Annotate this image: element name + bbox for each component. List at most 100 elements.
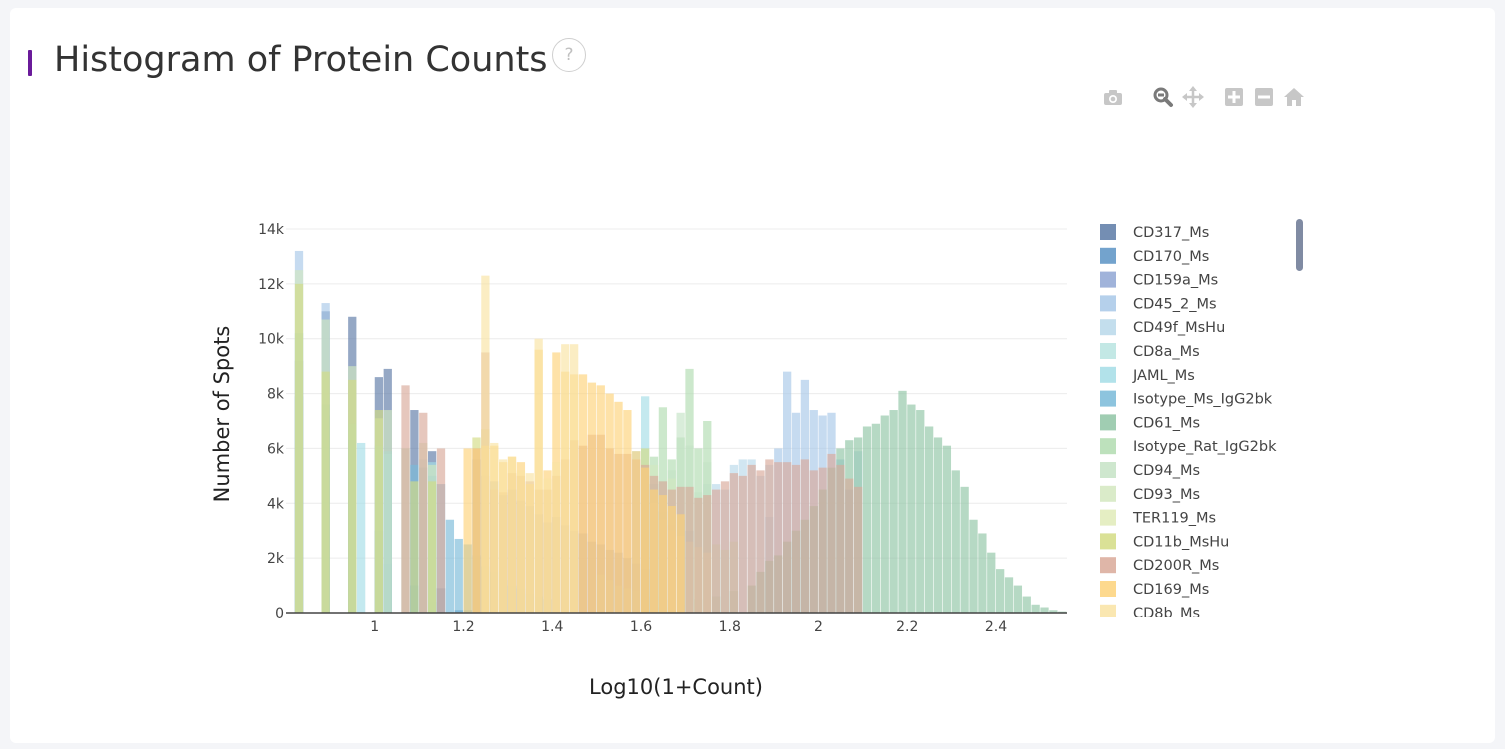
histogram-bar	[916, 410, 924, 613]
legend: CD317_Ms CD170_Ms CD159a_Ms CD45_2_Ms CD49f_…	[1100, 224, 1277, 622]
histogram-bar	[898, 391, 906, 613]
x-tick-label: 1	[370, 619, 379, 635]
y-tick-label: 10k	[258, 332, 285, 348]
legend-item-label[interactable]: CD61_Ms	[1133, 415, 1200, 431]
y-tick-label: 8k	[267, 387, 285, 403]
histogram-bar	[996, 569, 1004, 613]
legend-item-label[interactable]: CD159a_Ms	[1133, 273, 1218, 289]
legend-swatch[interactable]	[1100, 414, 1116, 430]
legend-item-label[interactable]: CD8b_Ms	[1133, 606, 1200, 622]
x-tick-label: 1.4	[541, 619, 563, 635]
legend-swatch[interactable]	[1100, 367, 1116, 383]
histogram-bar	[677, 514, 685, 613]
legend-item-label[interactable]: CD8a_Ms	[1133, 344, 1200, 360]
histogram-bar	[827, 454, 835, 613]
histogram-bar	[1014, 586, 1022, 613]
histogram-bar	[535, 339, 543, 613]
legend-item-label[interactable]: CD200R_Ms	[1133, 558, 1219, 574]
histogram-bar	[1023, 597, 1031, 613]
histogram-bar	[694, 498, 702, 613]
y-tick-label: 0	[275, 606, 284, 622]
legend-swatch[interactable]	[1100, 295, 1116, 311]
y-tick-label: 12k	[258, 277, 285, 293]
histogram-bar	[606, 394, 614, 613]
histogram-bar	[836, 465, 844, 613]
histogram-bar	[632, 451, 640, 613]
histogram-bar	[650, 490, 658, 613]
legend-item-label[interactable]: CD94_Ms	[1133, 463, 1200, 479]
legend-swatch[interactable]	[1100, 581, 1116, 597]
histogram-bar	[943, 446, 951, 613]
y-tick-label: 2k	[267, 551, 285, 567]
legend-item-label[interactable]: TER119_Ms	[1132, 511, 1216, 527]
histogram-bar	[712, 490, 720, 613]
legend-swatch[interactable]	[1100, 462, 1116, 478]
legend-item-label[interactable]: CD11b_MsHu	[1133, 534, 1229, 550]
legend-swatch[interactable]	[1100, 319, 1116, 335]
histogram-bar	[774, 462, 782, 613]
histogram-bar	[552, 462, 560, 613]
histogram-bar	[890, 410, 898, 613]
histogram-bar	[881, 416, 889, 613]
legend-item-label[interactable]: Isotype_Ms_IgG2bk	[1133, 392, 1273, 408]
histogram-bar	[854, 487, 862, 613]
histogram-bar	[1040, 608, 1048, 613]
histogram-bar	[863, 426, 871, 613]
legend-swatch[interactable]	[1100, 605, 1116, 621]
legend-scrollbar[interactable]	[1296, 219, 1303, 271]
histogram-bar	[641, 468, 649, 613]
histogram-bar	[384, 410, 392, 613]
histogram-bar	[357, 443, 365, 613]
histogram-bar	[1005, 577, 1013, 613]
histogram-bar	[446, 520, 454, 613]
legend-item-label[interactable]: CD170_Ms	[1133, 249, 1209, 265]
x-tick-label: 1.2	[452, 619, 474, 635]
histogram-bar	[437, 448, 445, 613]
legend-swatch[interactable]	[1100, 510, 1116, 526]
legend-swatch[interactable]	[1100, 343, 1116, 359]
histogram-bar	[952, 470, 960, 613]
legend-item-label[interactable]: CD317_Ms	[1133, 225, 1209, 241]
histogram-bar	[801, 459, 809, 613]
legend-swatch[interactable]	[1100, 438, 1116, 454]
histogram-bar	[490, 443, 498, 613]
legend-swatch[interactable]	[1100, 224, 1116, 240]
histogram-bar	[819, 468, 827, 613]
histogram-bar	[526, 473, 534, 613]
histogram-bar	[756, 470, 764, 613]
legend-item-label[interactable]: CD49f_MsHu	[1133, 320, 1225, 336]
histogram-bar	[748, 465, 756, 613]
histogram-bar	[508, 457, 516, 613]
histogram-bar	[987, 553, 995, 613]
histogram-bar	[499, 459, 507, 613]
legend-swatch[interactable]	[1100, 486, 1116, 502]
histogram-bar	[739, 476, 747, 613]
histogram-bar	[481, 276, 489, 613]
histogram-bar	[464, 448, 472, 613]
y-tick-label: 14k	[258, 222, 285, 238]
histogram-bar	[561, 344, 569, 613]
histogram-bar	[588, 383, 596, 613]
legend-swatch[interactable]	[1100, 391, 1116, 407]
histogram-bar	[659, 495, 667, 613]
legend-swatch[interactable]	[1100, 272, 1116, 288]
y-tick-label: 6k	[267, 441, 285, 457]
legend-swatch[interactable]	[1100, 557, 1116, 573]
legend-swatch[interactable]	[1100, 533, 1116, 549]
legend-item-label[interactable]: CD45_2_Ms	[1133, 296, 1217, 312]
x-tick-label: 2.2	[896, 619, 918, 635]
histogram-bar	[322, 372, 330, 613]
histogram-bar	[570, 344, 578, 613]
histogram-bar	[730, 473, 738, 613]
legend-item-label[interactable]: CD93_Ms	[1133, 487, 1200, 503]
histogram-bar	[295, 284, 303, 613]
histogram-bar	[614, 402, 622, 613]
legend-item-label[interactable]: Isotype_Rat_IgG2bk	[1133, 439, 1277, 455]
y-axis-title: Number of Spots	[210, 326, 234, 503]
histogram-bar	[792, 465, 800, 613]
legend-item-label[interactable]: JAML_Ms	[1132, 368, 1195, 384]
histogram-bar	[543, 479, 551, 613]
legend-swatch[interactable]	[1100, 248, 1116, 264]
histogram-bar	[455, 539, 463, 613]
legend-item-label[interactable]: CD169_Ms	[1133, 582, 1209, 598]
